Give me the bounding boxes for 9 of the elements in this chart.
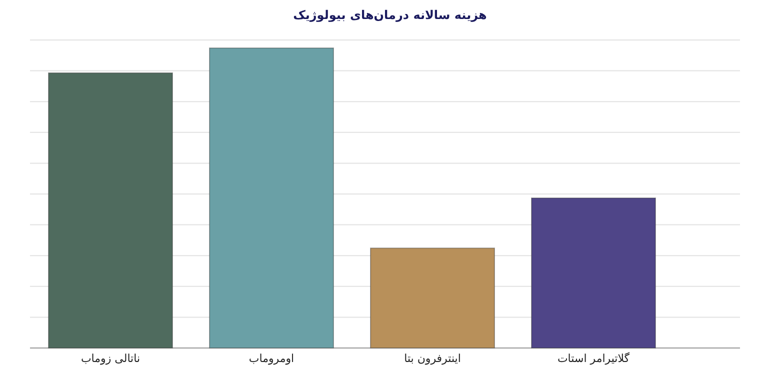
bar [531, 198, 656, 348]
x-tick-label: اینترفرون بتا [404, 352, 461, 365]
bar [209, 48, 334, 348]
x-tick-label: ناتالی زوماب [80, 352, 140, 365]
bar [48, 72, 173, 348]
bar [370, 248, 495, 348]
x-tick-label: اومروماب [248, 352, 294, 365]
x-tick-label: گلاتیرامر استات [557, 352, 630, 365]
chart-title: هزینه سالانه درمان‌های بیولوژیک [293, 8, 487, 22]
